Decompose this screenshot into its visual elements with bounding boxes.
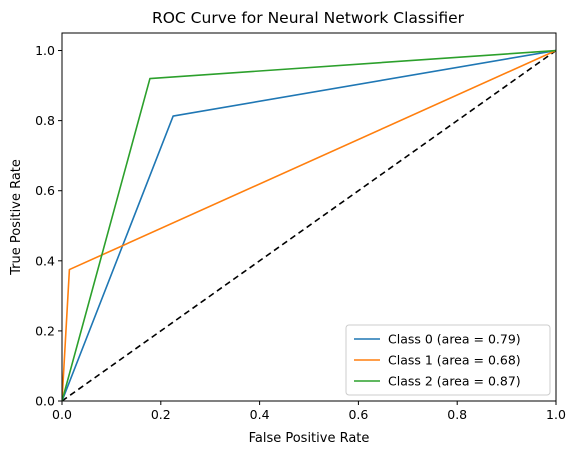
- y-tick-label: 0.6: [35, 183, 55, 198]
- chart-title: ROC Curve for Neural Network Classifier: [152, 9, 465, 27]
- y-tick-label: 0.2: [35, 323, 55, 338]
- series-line-class-0: [62, 49, 556, 401]
- plot-area: [61, 32, 557, 402]
- y-tick-label: 0.8: [35, 113, 55, 128]
- x-tick-label: 0.6: [348, 407, 368, 422]
- x-tick-label: 0.4: [250, 407, 270, 422]
- legend-entry-label: Class 0 (area = 0.79): [388, 332, 521, 347]
- x-tick-label: 0.8: [447, 407, 467, 422]
- plot-frame: [61, 32, 557, 402]
- x-axis-label: False Positive Rate: [249, 431, 370, 446]
- y-axis-ticks: 0.0 0.2 0.4 0.6 0.8 1.0: [35, 43, 62, 409]
- x-tick-label: 0.0: [52, 407, 72, 422]
- x-tick-label: 1.0: [546, 407, 566, 422]
- series-layer: [62, 49, 556, 401]
- legend-entry-label: Class 2 (area = 0.87): [388, 374, 521, 389]
- legend: Class 0 (area = 0.79) Class 1 (area = 0.6…: [345, 324, 551, 396]
- y-axis-label: True Positive Rate: [9, 159, 24, 276]
- series-line-class-2: [62, 49, 556, 401]
- y-tick-label: 0.4: [35, 253, 55, 268]
- x-tick-label: 0.2: [151, 407, 171, 422]
- legend-box: [345, 324, 551, 396]
- y-tick-label: 1.0: [35, 43, 55, 58]
- x-axis-ticks: 0.0 0.2 0.4 0.6 0.8 1.0: [52, 401, 566, 422]
- legend-entry-label: Class 1 (area = 0.68): [388, 353, 521, 368]
- series-line-class-1: [62, 49, 556, 401]
- y-tick-label: 0.0: [35, 394, 55, 409]
- reference-diagonal-line: [62, 49, 556, 401]
